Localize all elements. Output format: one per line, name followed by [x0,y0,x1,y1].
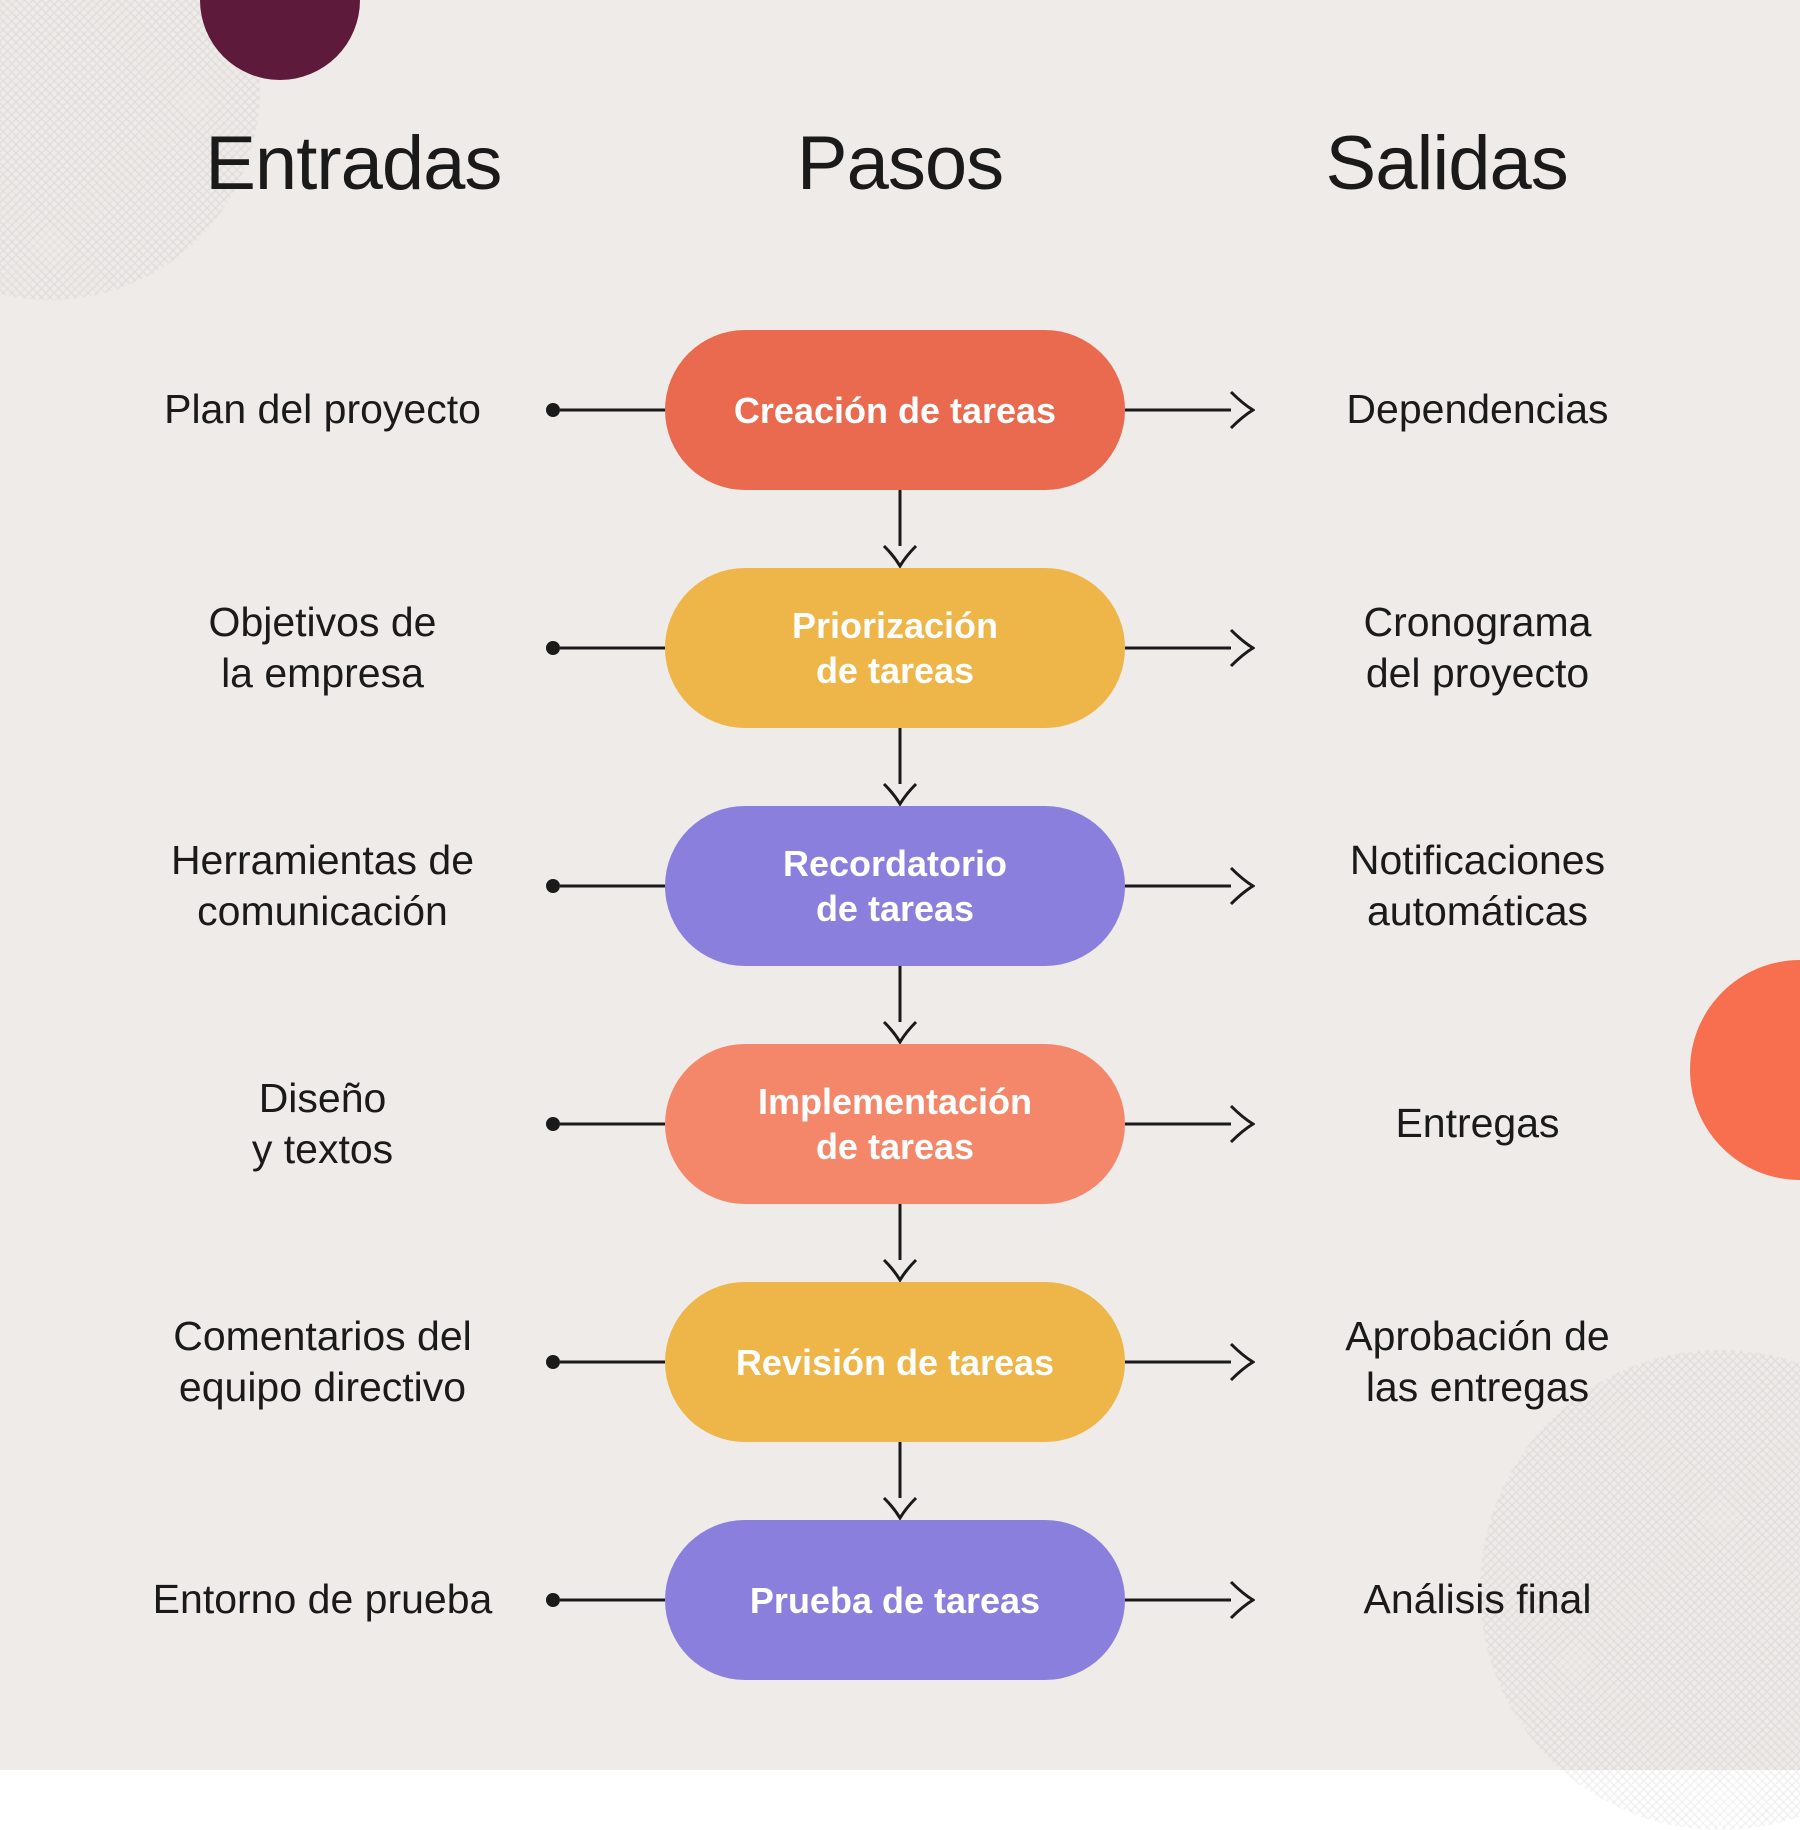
output-label: Dependencias [1255,384,1690,435]
step-pill: Prueba de tareas [665,1520,1125,1680]
input-label: Comentarios delequipo directivo [110,1311,545,1414]
step-pill: Revisión de tareas [665,1282,1125,1442]
input-label: Diseñoy textos [110,1073,545,1176]
connector-out-icon [1125,1342,1255,1382]
input-label: Herramientas decomunicación [110,835,545,938]
step-label: Prueba de tareas [750,1578,1040,1623]
step-label: Implementaciónde tareas [758,1079,1032,1169]
step-pill: Priorizaciónde tareas [665,568,1125,728]
header-outputs: Salidas [1173,120,1720,207]
step-label: Creación de tareas [734,388,1056,433]
output-label: Notificacionesautomáticas [1255,835,1690,938]
output-label: Cronogramadel proyecto [1255,597,1690,700]
output-label: Análisis final [1255,1574,1690,1625]
connector-out-icon [1125,628,1255,668]
input-label: Objetivos dela empresa [110,597,545,700]
column-headers: Entradas Pasos Salidas [0,120,1800,207]
step-label: Priorizaciónde tareas [792,603,998,693]
header-steps: Pasos [627,120,1174,207]
output-label: Aprobación delas entregas [1255,1311,1690,1414]
flow-row: Diseñoy textos Implementaciónde tareas E… [0,1044,1800,1204]
connector-out-icon [1125,390,1255,430]
step-pill: Creación de tareas [665,330,1125,490]
flow-row: Objetivos dela empresa Priorizaciónde ta… [0,568,1800,728]
connector-in-icon [545,1352,665,1372]
flow-row: Entorno de prueba Prueba de tareas Análi… [0,1520,1800,1680]
connector-in-icon [545,876,665,896]
connector-in-icon [545,400,665,420]
connector-out-icon [1125,866,1255,906]
header-inputs: Entradas [80,120,627,207]
flow-row: Herramientas decomunicación Recordatorio… [0,806,1800,966]
connector-in-icon [545,1114,665,1134]
input-label: Entorno de prueba [110,1574,545,1625]
flow-row: Comentarios delequipo directivo Revisión… [0,1282,1800,1442]
output-label: Entregas [1255,1098,1690,1149]
connector-in-icon [545,1590,665,1610]
connector-out-icon [1125,1104,1255,1144]
flowchart-body: Plan del proyecto Creación de tareas Dep… [0,330,1800,1758]
input-label: Plan del proyecto [110,384,545,435]
flow-row: Plan del proyecto Creación de tareas Dep… [0,330,1800,490]
connector-in-icon [545,638,665,658]
step-pill: Recordatoriode tareas [665,806,1125,966]
connector-out-icon [1125,1580,1255,1620]
step-label: Recordatoriode tareas [783,841,1007,931]
step-pill: Implementaciónde tareas [665,1044,1125,1204]
step-label: Revisión de tareas [736,1340,1054,1385]
